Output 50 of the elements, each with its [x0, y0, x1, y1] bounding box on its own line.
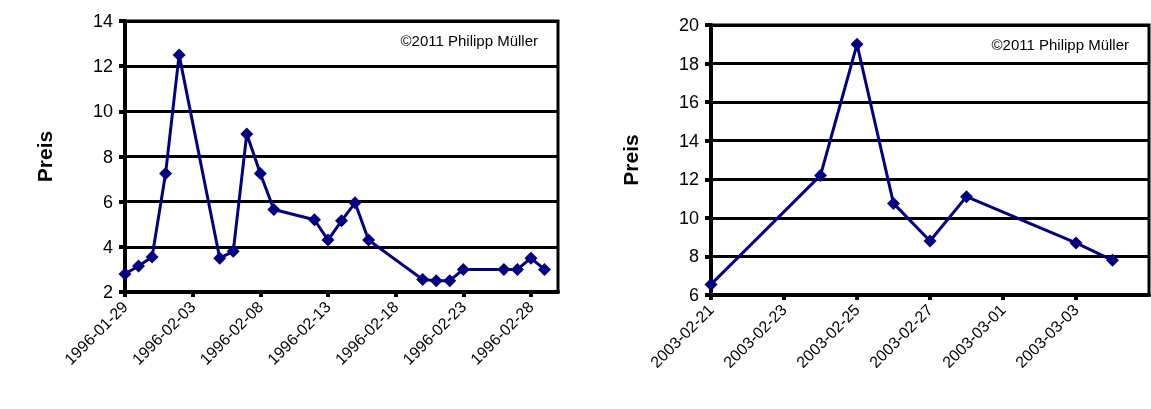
y-tick-label: 8	[102, 146, 113, 167]
y-tick-label: 12	[678, 169, 699, 190]
y-tick-label: 2	[102, 282, 113, 302]
point	[145, 250, 159, 264]
point	[321, 233, 335, 247]
point	[132, 259, 146, 273]
point	[348, 196, 362, 210]
y-tick-label: 10	[92, 101, 113, 122]
point	[267, 203, 281, 217]
point	[226, 244, 240, 258]
y-tick-label: 10	[678, 207, 699, 228]
y-tick-label: 8	[688, 246, 699, 267]
point	[213, 251, 227, 265]
point	[923, 234, 937, 248]
point	[510, 262, 524, 276]
y-tick-label: 14	[92, 11, 113, 31]
point	[335, 214, 348, 228]
point	[416, 273, 430, 287]
point	[253, 166, 267, 180]
y-tick-label: 4	[102, 236, 113, 257]
point	[524, 251, 538, 265]
y-tick-label: 6	[102, 191, 113, 212]
point	[456, 262, 470, 276]
point	[159, 166, 173, 180]
y-tick-label: 12	[92, 56, 113, 77]
point	[1069, 236, 1083, 250]
y-tick-label: 16	[678, 92, 699, 113]
point	[887, 196, 900, 210]
point	[362, 233, 376, 247]
point	[172, 48, 186, 62]
y-tick-label: 14	[678, 130, 699, 151]
y-tick-label: 6	[688, 285, 699, 305]
point	[497, 262, 511, 276]
point	[850, 37, 864, 51]
point	[240, 127, 254, 141]
point	[814, 168, 827, 182]
point	[704, 277, 718, 291]
point	[307, 213, 321, 227]
point	[443, 274, 457, 288]
y-axis-title: Preis	[33, 130, 56, 183]
point	[1106, 253, 1119, 267]
y-axis-title: Preis	[619, 134, 642, 186]
point	[118, 267, 132, 281]
y-tick-label: 20	[678, 15, 699, 35]
annotation: ©2011 Philipp Müller	[400, 32, 538, 49]
point	[537, 262, 551, 276]
y-tick-label: 18	[678, 53, 699, 74]
point	[429, 274, 443, 288]
annotation: ©2011 Philipp Müller	[991, 36, 1129, 53]
point	[960, 190, 973, 204]
